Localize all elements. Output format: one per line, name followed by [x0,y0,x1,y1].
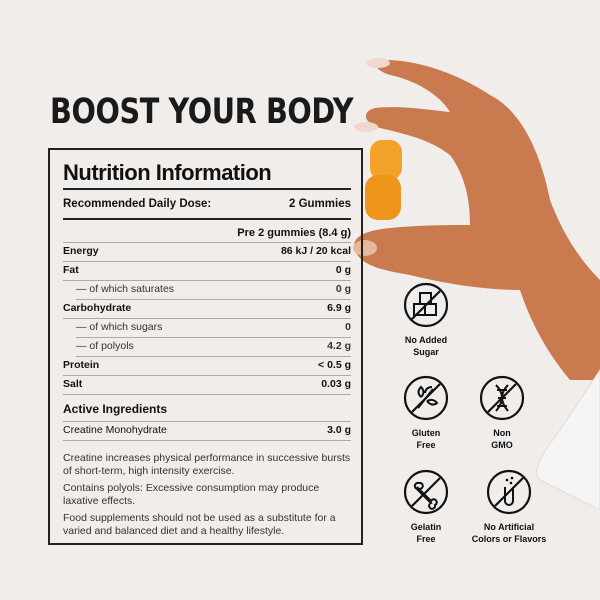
sugar-cubes-crossed-icon [403,282,449,328]
panel-title: Nutrition Information [63,160,272,185]
row-label: Protein [63,359,100,371]
badge-label-line2: GMO [491,440,513,450]
table-row: Carbohydrate 6.9 g [63,300,351,319]
table-row: Creatine Monohydrate 3.0 g [63,422,351,441]
notes: Creatine increases physical performance … [63,452,351,542]
row-value: 4.2 g [327,340,351,352]
row-value: 0 g [335,264,351,276]
dna-crossed-icon [479,375,525,421]
bone-crossed-icon [403,469,449,515]
dose-label: Recommended Daily Dose: [63,198,212,210]
row-label: Carbohydrate [63,302,132,314]
wheat-crossed-icon [403,375,449,421]
row-label: — of polyols [76,340,134,352]
row-value: 3.0 g [327,424,351,436]
badge-label-line1: Gluten [411,428,441,438]
row-value: 86 kJ / 20 kcal [280,245,351,257]
badge-label-line1: Non [493,428,511,438]
dose-value: 2 Gummies [289,198,351,210]
row-value: 6.9 g [327,302,351,314]
test-tube-crossed-icon [486,469,532,515]
table-row: Protein < 0.5 g [63,357,351,376]
daily-dose-row: Recommended Daily Dose: 2 Gummies [63,198,351,210]
note-text: Creatine increases physical performance … [63,452,351,477]
badge-label: Gelatin Free [376,521,476,545]
row-label: Salt [63,378,83,390]
headline: BOOST YOUR BODY [50,92,354,132]
per-serving: Pre 2 gummies (8.4 g) [237,227,351,239]
nutrition-panel: Nutrition Information Recommended Daily … [48,148,363,545]
hand-holding-gummies-image [353,58,600,510]
badge-label: Non GMO [452,427,552,451]
row-label: Creatine Monohydrate [63,424,167,436]
row-value: 0 [345,321,351,333]
table-row: Energy 86 kJ / 20 kcal [63,243,351,262]
table-row: Fat 0 g [63,262,351,281]
table-row: — of polyols 4.2 g [76,338,351,357]
note-text: Contains polyols: Excessive consumption … [63,482,320,507]
badge-label: No Artificial Colors or Flavors [459,521,559,545]
badge-label-line1: Gelatin [410,522,442,532]
badge-label: Gluten Free [376,427,476,451]
badge-label-line2: Free [416,440,436,450]
row-value: 0.03 g [321,378,351,390]
badge-label: No Added Sugar [376,334,476,358]
badge-label-line1: No Added [404,335,448,345]
badge-label-line1: No Artificial [483,522,535,532]
nutrient-rows: Energy 86 kJ / 20 kcal Fat 0 g — of which sa… [63,243,351,395]
row-label: — of which saturates [76,283,175,295]
table-row: — of which sugars 0 [76,319,351,338]
note-text: Food supplements should not be used as a… [63,512,336,537]
badge-label-line2: Free [416,534,436,544]
table-row: — of which saturates 0 g [76,281,351,300]
row-value: 0 g [335,283,351,295]
row-value: < 0.5 g [318,359,351,371]
table-row: Salt 0.03 g [63,376,351,395]
row-label: Fat [63,264,79,276]
row-label: Energy [63,245,99,257]
badge-label-line2: Sugar [413,347,439,357]
active-title: Active Ingredients [63,402,168,416]
row-label: — of which sugars [76,321,163,333]
active-rows: Creatine Monohydrate 3.0 g [63,422,351,441]
badge-label-line2: Colors or Flavors [471,534,547,544]
